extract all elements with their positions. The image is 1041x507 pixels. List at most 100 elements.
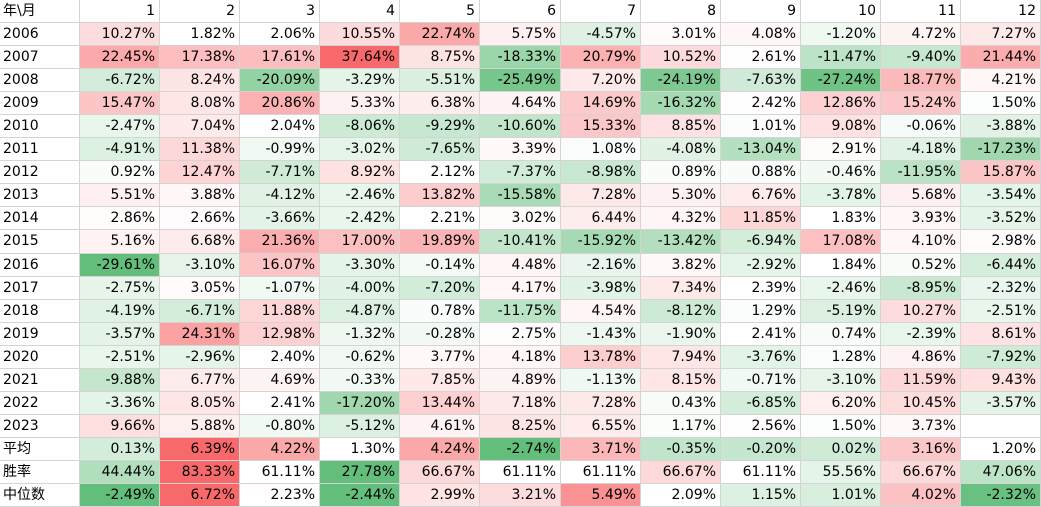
value-cell: 8.92% [320, 161, 400, 184]
value-cell: -17.20% [320, 392, 400, 415]
value-cell: 7.27% [961, 23, 1041, 46]
value-cell: 11.85% [721, 207, 801, 230]
value-cell: 13.82% [400, 184, 480, 207]
value-cell: 4.02% [881, 484, 961, 507]
value-cell: 4.72% [881, 23, 961, 46]
value-cell: 2.75% [480, 323, 561, 346]
value-cell: 2.61% [721, 46, 801, 69]
value-cell: 7.85% [400, 369, 480, 392]
value-cell: -13.04% [721, 138, 801, 161]
value-cell: 2.41% [721, 323, 801, 346]
value-cell: 15.47% [80, 92, 160, 115]
value-cell: -2.32% [961, 277, 1041, 300]
row-label: 2008 [0, 69, 80, 92]
value-cell: 20.86% [240, 92, 320, 115]
value-cell: 1.17% [641, 415, 721, 438]
value-cell: -15.58% [480, 184, 561, 207]
value-cell: -0.71% [721, 369, 801, 392]
value-cell: -4.08% [641, 138, 721, 161]
value-cell: -3.57% [80, 323, 160, 346]
value-cell: 2.42% [721, 92, 801, 115]
value-cell: 2.99% [400, 484, 480, 507]
value-cell: -9.40% [881, 46, 961, 69]
value-cell: -8.06% [320, 115, 400, 138]
value-cell: -0.06% [881, 115, 961, 138]
value-cell: 3.71% [561, 438, 641, 461]
value-cell: -16.32% [641, 92, 721, 115]
value-cell: 12.98% [240, 323, 320, 346]
value-cell: -0.20% [721, 438, 801, 461]
value-cell: -15.92% [561, 230, 641, 254]
value-cell: 44.44% [80, 461, 160, 484]
value-cell: -3.88% [961, 115, 1041, 138]
value-cell: 10.27% [80, 23, 160, 46]
value-cell: -7.71% [240, 161, 320, 184]
value-cell: 17.61% [240, 46, 320, 69]
row-label: 中位数 [0, 484, 80, 507]
value-cell: -2.42% [320, 207, 400, 230]
value-cell: -6.72% [80, 69, 160, 92]
month-header: 11 [881, 0, 961, 23]
value-cell: 4.22% [240, 438, 320, 461]
value-cell: 3.05% [160, 277, 240, 300]
row-label: 2021 [0, 369, 80, 392]
value-cell: -2.46% [801, 277, 881, 300]
value-cell: -2.75% [80, 277, 160, 300]
value-cell: 2.04% [240, 115, 320, 138]
value-cell: 16.07% [240, 254, 320, 277]
value-cell: 9.43% [961, 369, 1041, 392]
value-cell: 3.73% [881, 415, 961, 438]
value-cell: -2.96% [160, 346, 240, 369]
value-cell: 8.25% [480, 415, 561, 438]
row-label: 2016 [0, 254, 80, 277]
value-cell: 61.11% [480, 461, 561, 484]
value-cell: 1.29% [721, 300, 801, 323]
value-cell: 1.82% [160, 23, 240, 46]
value-cell: 1.50% [801, 415, 881, 438]
value-cell: 2.06% [240, 23, 320, 46]
row-label: 2010 [0, 115, 80, 138]
value-cell: 0.02% [801, 438, 881, 461]
value-cell: 61.11% [240, 461, 320, 484]
value-cell: -2.49% [80, 484, 160, 507]
value-cell: 2.91% [801, 138, 881, 161]
value-cell: -4.00% [320, 277, 400, 300]
value-cell: 61.11% [721, 461, 801, 484]
value-cell: 3.77% [400, 346, 480, 369]
value-cell: 66.67% [400, 461, 480, 484]
value-cell: -17.23% [961, 138, 1041, 161]
row-label: 2006 [0, 23, 80, 46]
value-cell: 3.02% [480, 207, 561, 230]
value-cell: -11.47% [801, 46, 881, 69]
value-cell: 6.77% [160, 369, 240, 392]
value-cell: 4.24% [400, 438, 480, 461]
month-header: 6 [480, 0, 561, 23]
value-cell: 0.74% [801, 323, 881, 346]
value-cell: -8.95% [881, 277, 961, 300]
value-cell: -5.19% [801, 300, 881, 323]
value-cell: -2.47% [80, 115, 160, 138]
value-cell: 1.15% [721, 484, 801, 507]
value-cell: -0.28% [400, 323, 480, 346]
value-cell: 2.23% [240, 484, 320, 507]
value-cell: -13.42% [641, 230, 721, 254]
value-cell: 66.67% [641, 461, 721, 484]
value-cell: 3.16% [881, 438, 961, 461]
value-cell: -8.12% [641, 300, 721, 323]
value-cell: 17.38% [160, 46, 240, 69]
value-cell: -3.76% [721, 346, 801, 369]
value-cell: -27.24% [801, 69, 881, 92]
value-cell: -2.46% [320, 184, 400, 207]
row-label: 2011 [0, 138, 80, 161]
value-cell: 55.56% [801, 461, 881, 484]
value-cell: -7.37% [480, 161, 561, 184]
value-cell: -0.62% [320, 346, 400, 369]
value-cell: 6.38% [400, 92, 480, 115]
row-label: 2022 [0, 392, 80, 415]
value-cell: 14.69% [561, 92, 641, 115]
value-cell: -4.18% [881, 138, 961, 161]
value-cell: 21.36% [240, 230, 320, 254]
value-cell: -7.92% [961, 346, 1041, 369]
value-cell: -3.02% [320, 138, 400, 161]
